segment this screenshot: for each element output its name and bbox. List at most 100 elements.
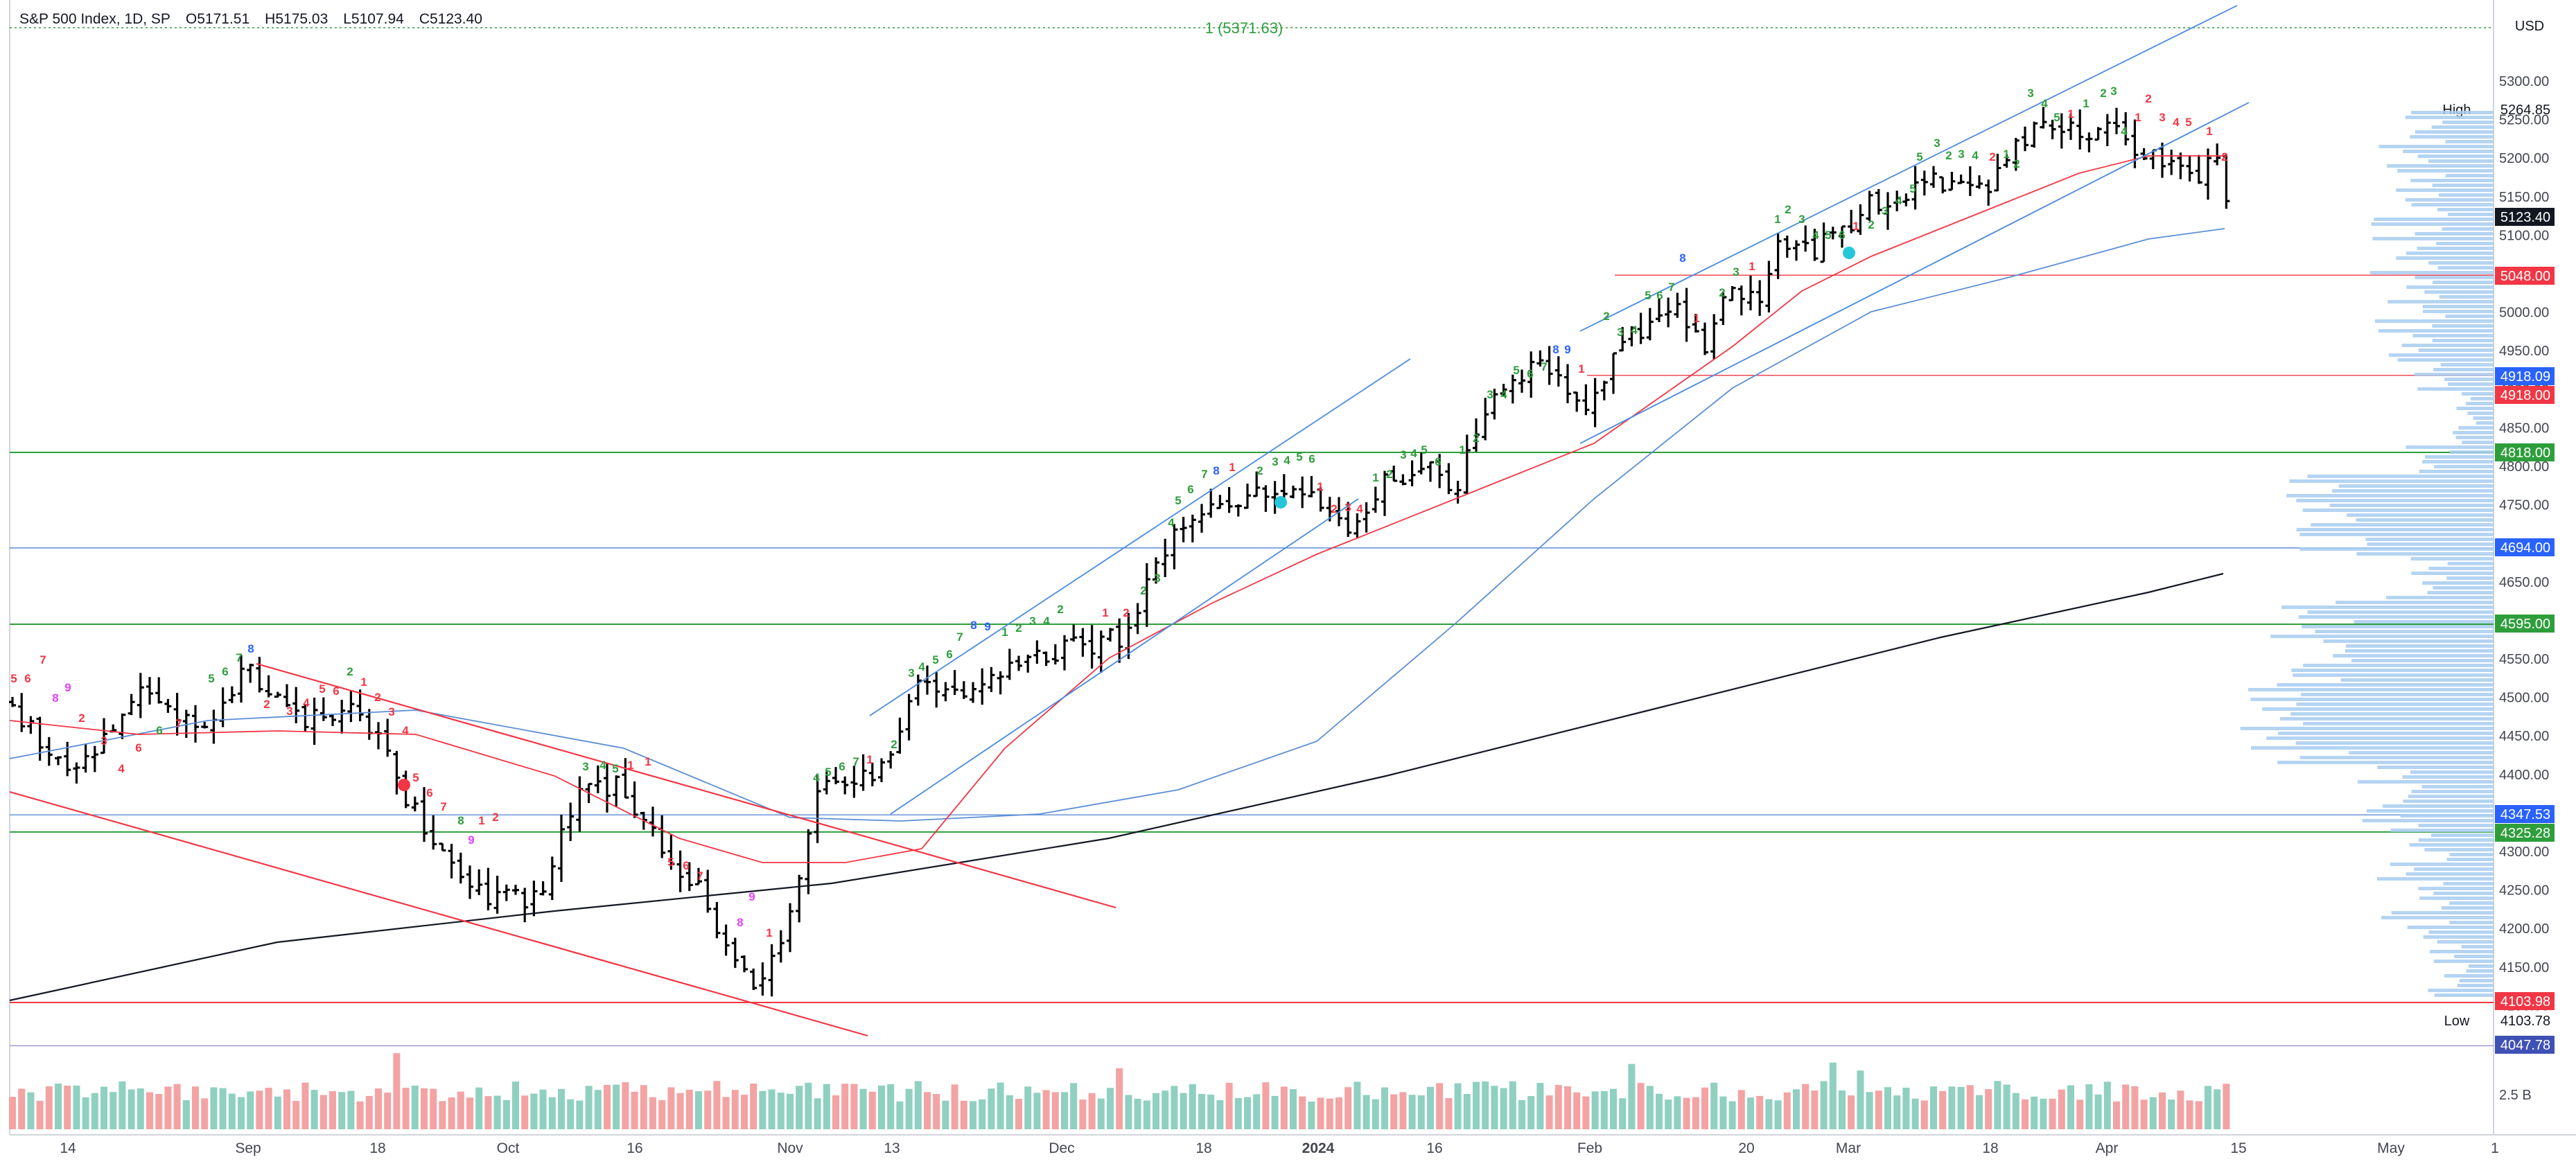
y-tick-label: 4400.00 <box>2499 768 2549 783</box>
price-bar <box>1399 474 1407 486</box>
channel-1-lower[interactable] <box>890 498 1359 815</box>
volume-bar <box>73 1085 80 1129</box>
volume-bar <box>1015 1099 1022 1129</box>
price-bar <box>1884 192 1891 230</box>
td-count-label: 7 <box>1668 281 1674 294</box>
price-bar <box>164 698 172 713</box>
signal-marker[interactable] <box>1843 247 1855 259</box>
signal-marker[interactable] <box>1274 496 1287 509</box>
volume-bar <box>850 1084 858 1129</box>
price-bar <box>475 869 483 896</box>
td-count-label: 1 <box>1229 461 1235 474</box>
price-bar <box>2067 113 2074 140</box>
price-bar <box>613 775 620 808</box>
volume-bar <box>2131 1086 2139 1129</box>
price-bar <box>685 862 693 892</box>
volume-bar <box>1994 1081 2001 1129</box>
td-count-label: 4 <box>2121 125 2128 138</box>
volume-bar <box>82 1097 89 1129</box>
downtrend-lower-line[interactable] <box>9 790 868 1037</box>
td-count-label: 8 <box>1213 464 1219 477</box>
td-count-label: 1 <box>1774 213 1780 226</box>
volume-bar <box>1417 1095 1425 1129</box>
price-bar <box>1628 326 1636 346</box>
td-count-label: 3 <box>1272 455 1278 468</box>
volume-bar <box>521 1095 529 1129</box>
volume-bar <box>1381 1087 1388 1129</box>
y-tick-label: 5300.00 <box>2499 74 2549 89</box>
td-count-label: 4 <box>1631 324 1638 337</box>
symbol-title[interactable]: S&P 500 Index, 1D, SP <box>19 11 170 27</box>
downtrend-upper-line[interactable] <box>256 662 1116 909</box>
volume-bar <box>1582 1096 1590 1129</box>
volume-bar <box>329 1090 336 1129</box>
volume-bar <box>979 1099 986 1129</box>
td-count-label: 1 <box>1749 260 1755 273</box>
price-bar <box>988 666 995 692</box>
td-count-label: 4 <box>1283 454 1290 467</box>
td-count-label: 5 <box>1916 150 1922 164</box>
td-count-label: 5 <box>1296 450 1302 463</box>
x-tick-label: Oct <box>497 1140 520 1156</box>
price-bar <box>1445 463 1453 495</box>
td-count-label: 4 <box>1043 615 1050 628</box>
price-tag-value: 5264.85 <box>2500 103 2550 118</box>
td-count-label: 3 <box>2027 87 2033 100</box>
volume-bar <box>1372 1099 1379 1129</box>
volume-bar <box>2067 1085 2074 1129</box>
volume-bar <box>1326 1098 1333 1129</box>
volume-bar <box>814 1098 821 1129</box>
volume-bar <box>1125 1095 1132 1129</box>
price-bar <box>2113 107 2120 134</box>
price-tag-value: 4325.28 <box>2500 826 2550 841</box>
td-count-label: 1 <box>866 753 873 766</box>
signal-marker[interactable] <box>398 779 410 791</box>
y-tick-label: 4800.00 <box>2499 459 2549 475</box>
volume-bar <box>887 1084 895 1129</box>
price-bar <box>2177 152 2184 179</box>
td-count-label: 3 <box>1154 572 1160 585</box>
price-bar <box>502 884 510 901</box>
sma-200-line[interactable] <box>9 572 2224 1002</box>
volume-bar <box>832 1095 839 1129</box>
price-bar <box>137 673 144 718</box>
price-bar <box>887 751 895 769</box>
currency-label: USD <box>2515 19 2544 34</box>
ema-20-line[interactable] <box>9 155 2225 863</box>
td-count-label: 3 <box>2159 111 2165 124</box>
volume-bar <box>567 1099 575 1129</box>
td-count-label: 1 <box>1317 480 1323 493</box>
channel-2-lower[interactable] <box>1579 102 2250 444</box>
channel-2-upper[interactable] <box>1579 5 2238 332</box>
price-bar <box>622 758 629 799</box>
price-bar <box>1353 513 1361 538</box>
volume-bar <box>750 1083 757 1129</box>
target-note: 1 (5371.63) <box>1205 19 1283 37</box>
volume-bar <box>2012 1093 2019 1129</box>
volume-bar <box>676 1093 684 1129</box>
x-tick-label: 16 <box>1426 1140 1442 1156</box>
price-bar <box>1097 630 1105 673</box>
td-count-label: 2 <box>2145 92 2151 105</box>
volume-bar <box>1006 1095 1013 1129</box>
price-bar <box>2058 113 2065 149</box>
price-bar <box>292 687 300 723</box>
td-count-label: 4 <box>1972 149 1979 162</box>
price-bar <box>841 776 849 795</box>
volume-bar <box>878 1085 885 1129</box>
td-count-label: 2 <box>374 691 380 704</box>
x-tick-label: 18 <box>1195 1140 1211 1156</box>
volume-bar <box>512 1081 519 1129</box>
price-bar <box>1143 563 1150 627</box>
price-bar <box>832 767 839 784</box>
sma-50-line[interactable] <box>9 228 2225 822</box>
price-bar <box>868 762 876 786</box>
channel-1-upper[interactable] <box>869 358 1411 716</box>
price-bar <box>1180 516 1187 542</box>
volume-bar <box>1957 1086 1965 1129</box>
ohlc-low: L5107.94 <box>343 11 404 27</box>
td-count-label: 6 <box>683 859 689 872</box>
price-tag-value: 5048.00 <box>2500 269 2550 284</box>
volume-bar <box>951 1084 958 1129</box>
